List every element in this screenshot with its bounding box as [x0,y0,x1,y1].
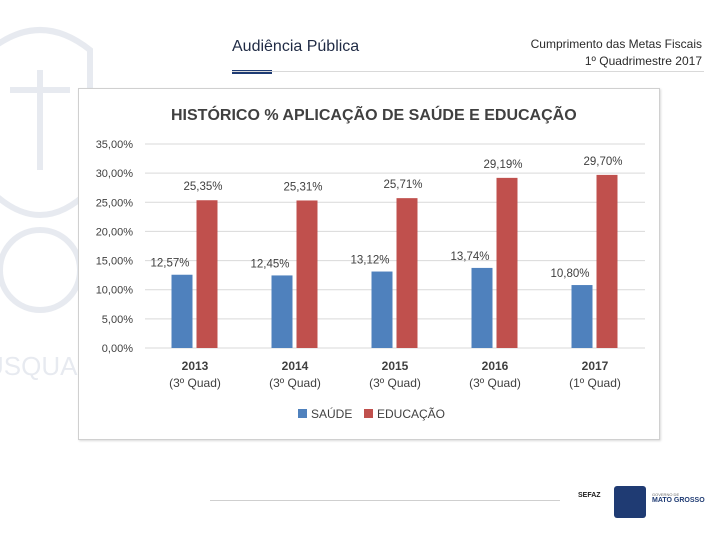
x-tick-sublabel: (3º Quad) [469,376,521,390]
bar-educação [596,174,618,348]
slide-title: Audiência Pública [232,38,360,55]
legend-label: SAÚDE [311,406,352,421]
data-label: 10,80% [550,268,589,280]
bar-educação [396,198,418,348]
y-tick-label: 25,00% [96,197,134,209]
bar-saúde [471,267,493,348]
legend-label: EDUCAÇÃO [377,407,445,421]
x-tick-sublabel: (1º Quad) [569,376,621,390]
x-tick-sublabel: (3º Quad) [269,376,321,390]
bar-educação [196,200,218,348]
header-divider [232,71,704,72]
data-label: 12,45% [250,258,289,270]
y-tick-label: 30,00% [96,168,134,180]
bar-educação [296,200,318,348]
data-label: 25,35% [183,181,222,193]
header-subtitle: Cumprimento das Metas Fiscais 1º Quadrim… [531,36,702,70]
data-label: 29,19% [483,159,522,171]
data-label: 13,12% [350,255,389,267]
subtitle-line-1: Cumprimento das Metas Fiscais [530,37,702,51]
bar-saúde [271,275,293,348]
x-tick-label: 2013 [182,359,209,373]
x-tick-label: 2014 [282,359,309,373]
x-tick-label: 2017 [582,359,609,373]
footer-logos: SEFAZ GOVERNO DE MATO GROSSO [578,484,708,520]
mato-grosso-logo: GOVERNO DE MATO GROSSO [652,492,705,505]
y-tick-label: 5,00% [102,314,133,326]
chart-title: HISTÓRICO % APLICAÇÃO DE SAÚDE E EDUCAÇÃ… [171,104,577,124]
bar-saúde [171,274,193,348]
y-tick-label: 35,00% [96,139,134,151]
watermark-text: USQUA [0,351,78,381]
y-tick-label: 10,00% [96,285,134,297]
data-label: 29,70% [583,156,622,168]
chart-svg: HISTÓRICO % APLICAÇÃO DE SAÚDE E EDUCAÇÃ… [96,104,645,421]
legend-swatch [364,409,373,418]
state-name: MATO GROSSO [652,497,705,504]
x-tick-sublabel: (3º Quad) [369,376,421,390]
legend-swatch [298,409,307,418]
data-label: 13,74% [450,251,489,263]
y-tick-label: 0,00% [102,343,133,355]
y-tick-label: 20,00% [96,226,134,238]
data-label: 12,57% [150,258,189,270]
data-label: 25,71% [383,179,422,191]
y-tick-label: 15,00% [96,256,134,268]
state-emblem-icon [614,486,646,518]
chart-frame: HISTÓRICO % APLICAÇÃO DE SAÚDE E EDUCAÇÃ… [78,88,660,440]
title-underline [232,70,272,74]
footer-divider [210,500,560,501]
subtitle-line-2: 1º Quadrimestre 2017 [584,54,702,68]
x-tick-label: 2016 [482,359,509,373]
sefaz-logo-text: SEFAZ [578,492,601,499]
x-tick-sublabel: (3º Quad) [169,376,221,390]
bar-saúde [571,285,593,348]
gov-label: GOVERNO DE [652,492,680,497]
bar-educação [496,177,518,348]
data-label: 25,31% [283,181,322,193]
bar-saúde [371,271,393,348]
x-tick-label: 2015 [382,359,409,373]
